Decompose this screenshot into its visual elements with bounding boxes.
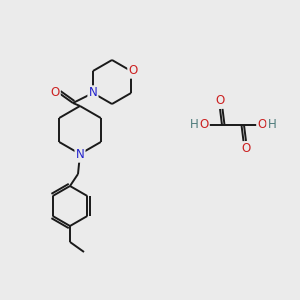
Text: O: O <box>128 64 138 77</box>
Text: O: O <box>50 86 60 100</box>
Text: O: O <box>200 118 208 131</box>
Text: N: N <box>88 86 97 100</box>
Text: O: O <box>242 142 250 155</box>
Text: N: N <box>76 148 84 161</box>
Text: H: H <box>190 118 198 131</box>
Text: O: O <box>257 118 267 131</box>
Text: O: O <box>215 94 225 107</box>
Text: H: H <box>268 118 276 131</box>
